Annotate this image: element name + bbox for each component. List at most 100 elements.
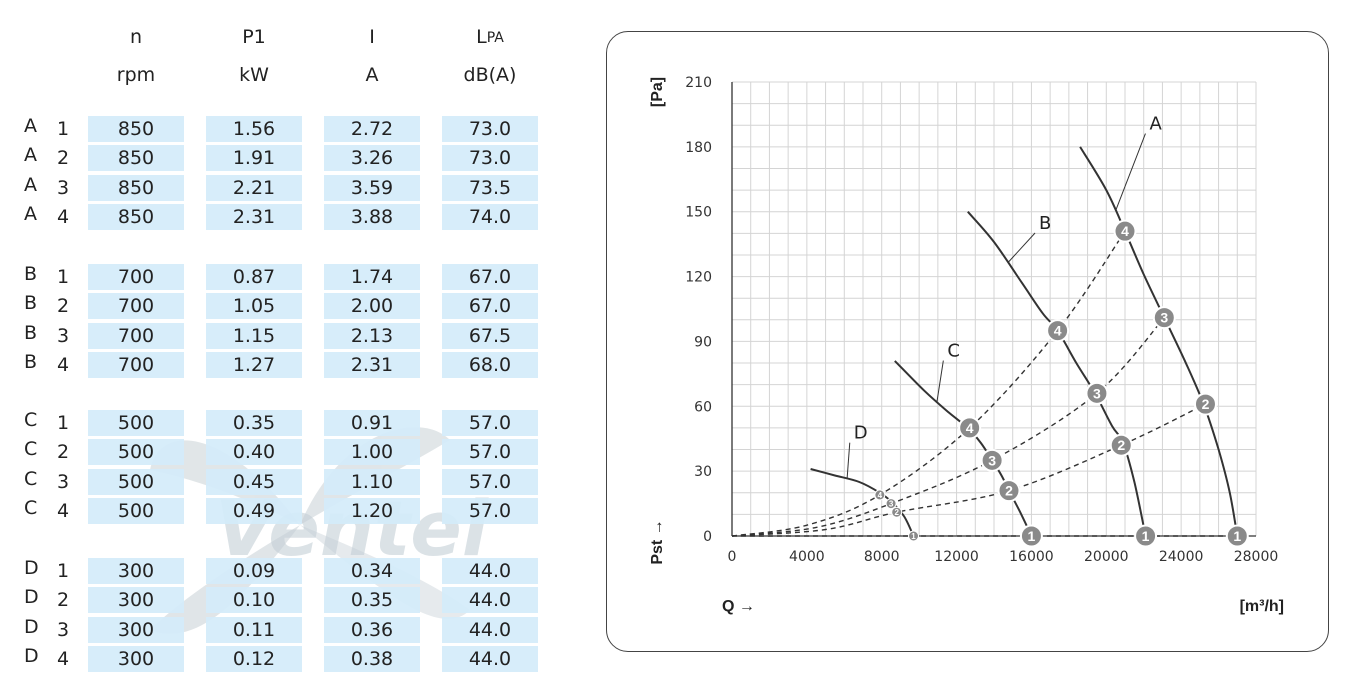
marker-dot <box>997 479 1021 503</box>
cell-i: 2.13 <box>324 322 420 349</box>
column-unit-p1: kW <box>239 64 269 86</box>
cell-p1: 1.27 <box>206 351 302 378</box>
cell-lpa: 44.0 <box>442 587 538 614</box>
marker-dot <box>958 416 982 440</box>
fan-data-table: n rpm P1 kW I A LPA dB(A) A 1 850 1.56 2.72 73.0 A 2 850… <box>0 0 590 699</box>
marker-dot <box>874 489 886 501</box>
curve-label-leader <box>1115 133 1146 211</box>
marker-label: 1 <box>1142 528 1150 544</box>
cell-i: 0.36 <box>324 616 420 643</box>
y-tick-label: 30 <box>694 464 712 480</box>
operating-point-marker: 2 <box>1193 392 1217 416</box>
marker-dot <box>891 506 903 518</box>
row-step-label: 2 <box>57 589 70 612</box>
x-tick-label: 4000 <box>789 549 825 565</box>
curve-label-leader <box>936 360 944 403</box>
operating-point-marker: 1 <box>1225 524 1249 548</box>
cell-n: 700 <box>88 264 184 290</box>
row-curve-label: A <box>24 202 37 225</box>
y-tick-label: 180 <box>685 140 712 156</box>
row-curve-label: B <box>24 292 38 315</box>
row-curve-label: A <box>24 173 37 196</box>
cell-p1: 2.21 <box>206 174 302 201</box>
cell-i: 1.10 <box>324 468 420 495</box>
cell-n: 850 <box>88 174 184 201</box>
row-curve-label: D <box>24 615 39 638</box>
operating-point-marker: 4 <box>874 489 886 501</box>
cell-lpa: 57.0 <box>442 497 538 524</box>
column-unit-lpa: dB(A) <box>463 64 517 86</box>
marker-dot <box>1193 392 1217 416</box>
marker-dot <box>1019 524 1043 548</box>
cell-n: 300 <box>88 645 184 672</box>
operating-point-marker: 3 <box>1085 381 1109 405</box>
cell-p1: 1.15 <box>206 322 302 349</box>
cell-n: 850 <box>88 145 184 172</box>
marker-dot <box>908 530 920 542</box>
row-step-label: 4 <box>57 205 70 228</box>
y-tick-label: 150 <box>685 205 712 221</box>
row-curve-label: B <box>24 263 38 285</box>
marker-label: 2 <box>1005 483 1013 499</box>
row-curve-label: C <box>24 438 38 461</box>
column-unit-n: rpm <box>116 64 156 86</box>
row-step-label: 1 <box>57 412 70 434</box>
cell-i: 1.20 <box>324 497 420 524</box>
cell-p1: 0.11 <box>206 616 302 643</box>
cell-lpa: 73.0 <box>442 145 538 172</box>
cell-lpa: 44.0 <box>442 645 538 672</box>
cell-n: 500 <box>88 468 184 495</box>
marker-label: 3 <box>889 500 894 509</box>
marker-dot <box>1113 219 1137 243</box>
marker-label: 4 <box>1054 323 1062 339</box>
marker-label: 3 <box>988 452 996 468</box>
cell-p1: 0.87 <box>206 264 302 290</box>
y-tick-label: 60 <box>694 399 712 415</box>
cell-n: 500 <box>88 439 184 466</box>
cell-lpa: 68.0 <box>442 351 538 378</box>
marker-dot <box>1085 381 1109 405</box>
axis-ticks: 0 4000 8000 12000 16000 20000 24000 28000 0 30 60 9… <box>685 75 1278 565</box>
row-curve-label: B <box>24 321 38 344</box>
marker-label: 4 <box>878 491 883 500</box>
row-step-label: 4 <box>57 353 70 376</box>
row-step-label: 2 <box>57 441 70 464</box>
marker-dot <box>1152 306 1176 330</box>
y-tick-label: 210 <box>685 75 712 91</box>
row-step-label: 1 <box>57 266 70 288</box>
cell-n: 300 <box>88 616 184 643</box>
cell-lpa: 74.0 <box>442 203 538 230</box>
cell-lpa: 57.0 <box>442 439 538 466</box>
cell-lpa: 73.5 <box>442 174 538 201</box>
cell-n: 500 <box>88 497 184 524</box>
marker-label: 3 <box>1093 385 1101 401</box>
cell-i: 0.91 <box>324 410 420 436</box>
column-header-n: n <box>129 26 143 48</box>
row-curve-label: D <box>24 586 39 609</box>
row-curve-label: C <box>24 496 38 519</box>
row-step-label: 4 <box>57 499 70 522</box>
marker-label: 2 <box>894 508 899 517</box>
cell-p1: 1.91 <box>206 145 302 172</box>
cell-p1: 0.45 <box>206 468 302 495</box>
operating-point-marker: 2 <box>997 479 1021 503</box>
cell-p1: 0.40 <box>206 439 302 466</box>
marker-dot <box>1134 524 1158 548</box>
x-tick-label: 16000 <box>1009 549 1054 565</box>
cell-n: 700 <box>88 293 184 320</box>
marker-dot <box>1046 319 1070 343</box>
x-unit-label: [m³/h] <box>1240 598 1284 615</box>
y-unit-label: [Pa] <box>649 77 666 107</box>
cell-p1: 1.05 <box>206 293 302 320</box>
column-header-p1: P1 <box>242 26 266 48</box>
marker-label: 3 <box>1160 310 1168 326</box>
x-tick-label: 8000 <box>864 549 900 565</box>
row-curve-label: C <box>24 467 38 490</box>
system-curve-2 <box>731 403 1206 537</box>
cell-i: 2.72 <box>324 116 420 142</box>
row-curve-label: C <box>24 409 38 431</box>
cell-lpa: 67.5 <box>442 322 538 349</box>
marker-dot <box>885 498 897 510</box>
cell-p1: 0.09 <box>206 558 302 584</box>
